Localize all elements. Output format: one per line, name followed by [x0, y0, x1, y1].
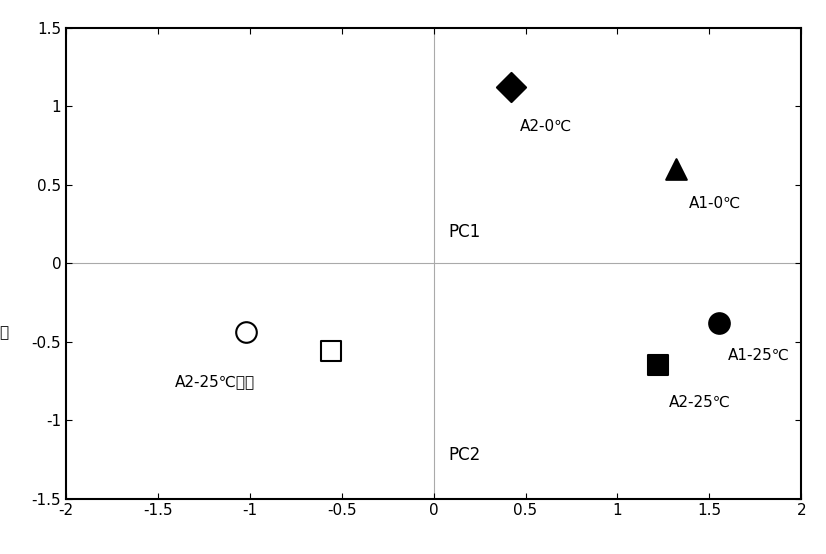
Point	[504, 83, 517, 92]
Point	[651, 361, 664, 370]
Text: A1-25℃: A1-25℃	[728, 348, 790, 363]
Text: PC2: PC2	[449, 445, 481, 464]
Point	[670, 165, 683, 173]
Point	[240, 328, 253, 337]
Point	[324, 347, 337, 356]
Text: A1-0℃: A1-0℃	[689, 196, 742, 211]
Point	[712, 319, 725, 327]
Text: A2-0℃: A2-0℃	[520, 119, 572, 134]
Text: A1-25℃复温: A1-25℃复温	[0, 325, 10, 340]
Text: A2-25℃复温: A2-25℃复温	[174, 375, 254, 389]
Text: A2-25℃: A2-25℃	[669, 395, 731, 410]
Text: PC1: PC1	[449, 223, 481, 241]
